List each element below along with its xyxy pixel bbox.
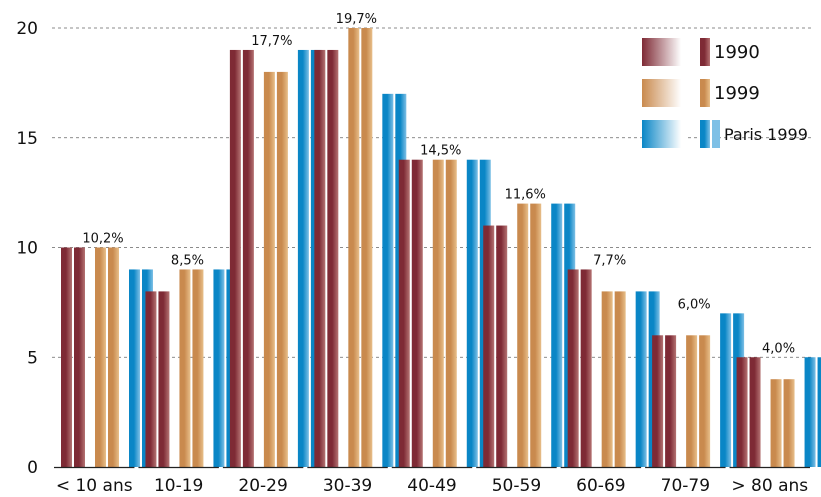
legend-label: 1999 [714,83,760,104]
bar-1999 [517,203,529,467]
y-axis-ticks: 0 5 10 15 20 [16,19,38,478]
bar-1999 [530,203,542,467]
bar-1999 [432,159,444,467]
bar-1990 [652,335,664,467]
bars [61,28,821,468]
bar-1999 [95,247,106,467]
bar-1990 [145,291,157,467]
category-label: 40-49 [407,476,456,496]
bar-1990 [314,49,326,467]
bar-1990 [61,247,72,467]
bar-paris-1999 [635,291,647,467]
y-tick-label: 5 [27,348,38,368]
category-label: 30-39 [323,476,372,496]
legend-swatch-accent [700,120,710,148]
data-label: 10,2% [82,232,123,247]
bar-paris-1999 [129,269,140,467]
category-label: 20-29 [238,476,287,496]
bar-1990 [229,49,241,467]
category-label: > 80 ans [731,476,808,496]
data-label: 14,5% [420,144,461,159]
bar-1990 [74,247,85,467]
bar-1990 [736,357,748,467]
bar-1999 [192,269,204,467]
data-label: 11,6% [505,188,546,203]
category-label: 70-79 [661,476,710,496]
legend-swatch-accent [712,120,720,148]
bar-paris-1999 [466,159,478,467]
data-label: 17,7% [251,34,292,49]
legend-swatch-accent [700,79,710,107]
bar-paris-1999 [213,269,225,467]
bar-1999 [699,335,711,467]
bar-1999 [686,335,698,467]
data-label: 8,5% [171,253,204,268]
bar-paris-1999 [551,203,563,467]
category-label: 10-19 [154,476,203,496]
legend: 1990 1999 Paris 1999 [642,38,808,148]
bar-1999 [361,28,373,467]
bar-1990 [580,269,592,467]
bar-1990 [483,225,495,467]
bar-1999 [445,159,457,467]
bar-1999 [263,71,275,468]
bar-paris-1999 [817,357,821,467]
legend-swatch [642,120,688,148]
data-label: 4,0% [762,341,795,356]
bar-1990 [158,291,170,467]
legend-swatch [642,79,688,107]
bar-1990 [327,49,339,467]
bar-paris-1999 [382,93,394,467]
bar-1990 [398,159,410,467]
bar-1999 [783,379,795,467]
y-tick-label: 15 [16,129,38,149]
data-label: 7,7% [593,253,626,268]
bar-paris-1999 [720,313,732,467]
category-labels: < 10 ans 10-19 20-29 30-39 40-49 50-59 60-69 70… [56,476,808,496]
bar-1990 [665,335,677,467]
bar-1990 [411,159,423,467]
y-tick-label: 10 [16,239,38,259]
category-label: 60-69 [576,476,625,496]
bar-1999 [276,71,288,468]
data-labels: 10,2% 8,5% 17,7% 19,7% 14,5% 11,6% 7,7% 6,0% 4,0… [82,12,795,356]
legend-label: 1990 [714,42,760,63]
bar-1990 [496,225,508,467]
y-tick-label: 20 [16,19,38,39]
bar-1999 [179,269,191,467]
bar-1999 [601,291,613,467]
bar-1999 [770,379,782,467]
bar-1999 [614,291,626,467]
category-label: 50-59 [492,476,541,496]
bar-1990 [242,49,254,467]
legend-swatch [642,38,688,66]
bar-1990 [567,269,579,467]
bar-paris-1999 [297,49,309,467]
bar-1990 [749,357,761,467]
legend-swatch-accent [700,38,710,66]
data-label: 6,0% [678,297,711,312]
data-label: 19,7% [336,12,377,27]
category-label: < 10 ans [56,476,133,496]
legend-label: Paris 1999 [724,125,808,144]
y-tick-label: 0 [27,458,38,478]
bar-1999 [348,28,360,467]
bar-paris-1999 [804,357,816,467]
bar-1999 [108,247,119,467]
gridlines [52,27,812,358]
